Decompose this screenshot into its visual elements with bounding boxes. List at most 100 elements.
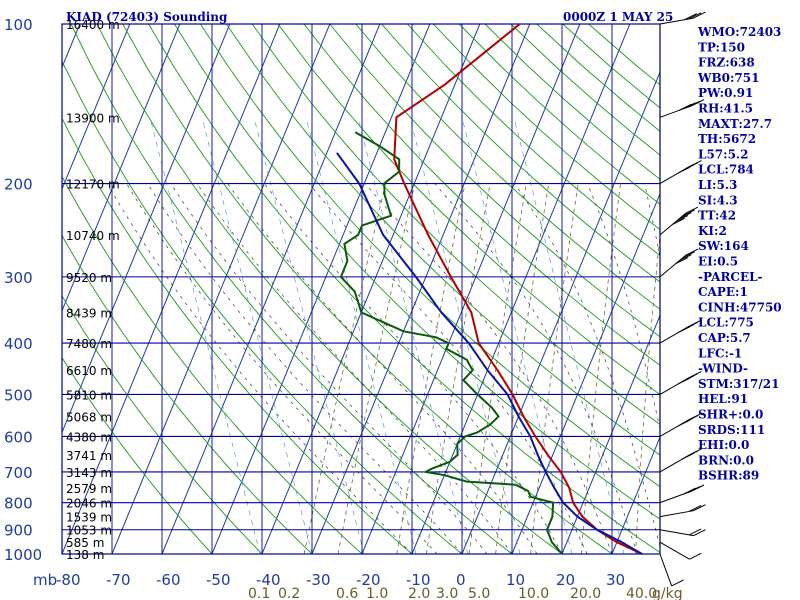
dry-adiabat-line <box>122 24 613 554</box>
pressure-tick-label: 600 <box>4 428 33 446</box>
index-value: KI:2 <box>698 224 727 238</box>
index-value: LCL:775 <box>698 316 754 330</box>
isotherm-line <box>62 24 281 554</box>
dry-adiabat-line <box>329 24 660 338</box>
mixing-ratio-label: 1.0 <box>366 586 388 600</box>
dry-adiabat-line <box>381 24 660 283</box>
mixing-ratio-line <box>337 183 416 554</box>
index-value: EI:0.5 <box>698 255 738 269</box>
height-label: 12170 m <box>66 178 120 192</box>
wind-barb <box>659 319 702 344</box>
dry-adiabat-line <box>303 24 660 366</box>
mixing-ratio-label: 5.0 <box>468 586 490 600</box>
saturation-line <box>201 117 313 554</box>
temperature-tick-label: -50 <box>206 571 231 589</box>
index-value: CINH:47750 <box>698 300 782 314</box>
index-value: CAP:5.7 <box>698 331 751 345</box>
isotherm-line <box>611 435 660 554</box>
height-label: 2579 m <box>66 482 112 496</box>
pressure-tick-label: 500 <box>4 386 33 404</box>
height-label: 3741 m <box>66 449 112 463</box>
mixing-ratio-line <box>495 183 550 554</box>
mixing-ratio-line <box>635 231 660 554</box>
temperature-tick-label: 10 <box>506 571 525 589</box>
height-label: 6610 m <box>66 364 112 378</box>
dry-adiabat-line <box>251 24 660 425</box>
dry-adiabat-line <box>562 24 660 109</box>
plot-frame <box>61 23 661 555</box>
index-value: CAPE:1 <box>698 285 748 299</box>
height-label: 8439 m <box>66 306 112 320</box>
index-value: LI:5.3 <box>698 178 737 192</box>
height-label: 5810 m <box>66 388 112 402</box>
height-label: 5068 m <box>66 410 112 424</box>
isotherm-line <box>361 24 581 554</box>
dry-adiabat-line <box>62 295 263 554</box>
isotherm-line <box>561 314 660 554</box>
index-value: BSHR:89 <box>698 469 759 483</box>
index-value: -WIND- <box>698 362 748 376</box>
pressure-tick-label: 1000 <box>4 546 42 564</box>
dry-adiabat-line <box>536 24 660 132</box>
saturation-line <box>149 117 261 554</box>
height-label: 13900 m <box>66 111 120 125</box>
index-value: SRDS:111 <box>698 423 765 437</box>
moist-adiabat-line <box>147 183 463 554</box>
moist-adiabat-line <box>170 183 488 554</box>
pressure-unit-label: mb <box>33 571 57 589</box>
isotherm-line <box>762 24 800 554</box>
wind-barb <box>659 448 702 473</box>
temperature-tick-label: -40 <box>256 571 281 589</box>
series-line <box>336 152 643 555</box>
moist-adiabat-line <box>434 183 638 554</box>
mixing-ratio-label: 0.2 <box>278 586 300 600</box>
pressure-tick-label: 200 <box>4 176 33 194</box>
index-value: WB0:751 <box>697 71 759 85</box>
mixing-ratio-label: 20.0 <box>570 586 601 600</box>
wind-barb <box>659 412 702 437</box>
pressure-tick-label: 700 <box>4 464 33 482</box>
station-title: KIAD (72403) Sounding <box>66 10 228 24</box>
isotherm-line <box>461 70 660 554</box>
isotherm-line <box>62 24 231 434</box>
mixing-ratio-line <box>396 183 466 554</box>
mixing-ratio-line <box>530 183 579 554</box>
height-label: 4380 m <box>66 430 112 444</box>
pressure-tick-label: 300 <box>4 269 33 287</box>
index-value: FRZ:638 <box>698 56 755 70</box>
dry-adiabat-line <box>355 24 660 310</box>
dry-adiabat-line <box>62 117 413 554</box>
height-label: 1053 m <box>66 524 112 538</box>
index-value: RH:41.5 <box>698 102 753 116</box>
index-value: TP:150 <box>698 40 745 54</box>
isotherm-line <box>261 24 481 554</box>
isotherm-line <box>311 24 531 554</box>
pressure-tick-label: 800 <box>4 495 33 513</box>
isotherm-line <box>62 24 181 312</box>
dry-adiabat-line <box>62 356 213 554</box>
dry-adiabat-line <box>62 175 363 554</box>
pressure-tick-label: 900 <box>4 522 33 540</box>
pressure-tick-label: 100 <box>4 16 33 34</box>
wind-barb <box>659 248 699 278</box>
index-value: TT:42 <box>698 209 736 223</box>
height-label: 7480 m <box>66 337 112 351</box>
index-value: SHR+:0.0 <box>698 408 763 422</box>
index-value: SW:164 <box>698 239 749 253</box>
height-label: 1539 m <box>66 511 112 525</box>
index-value: BRN:0.0 <box>698 453 754 467</box>
moist-adiabat-line <box>263 183 563 554</box>
mixing-ratio-label: 0.1 <box>248 586 270 600</box>
isotherm-line <box>411 24 631 554</box>
moist-adiabat-line <box>106 183 413 554</box>
moist-adiabat-line <box>196 183 513 554</box>
temperature-tick-label: -80 <box>56 571 81 589</box>
wind-barb <box>659 206 699 236</box>
index-value: LCL:784 <box>698 163 754 177</box>
wind-barb <box>659 11 706 25</box>
height-label: 16400 m <box>66 18 120 32</box>
series-line <box>393 23 643 555</box>
height-label: 138 m <box>66 548 104 562</box>
series-line <box>339 131 563 555</box>
